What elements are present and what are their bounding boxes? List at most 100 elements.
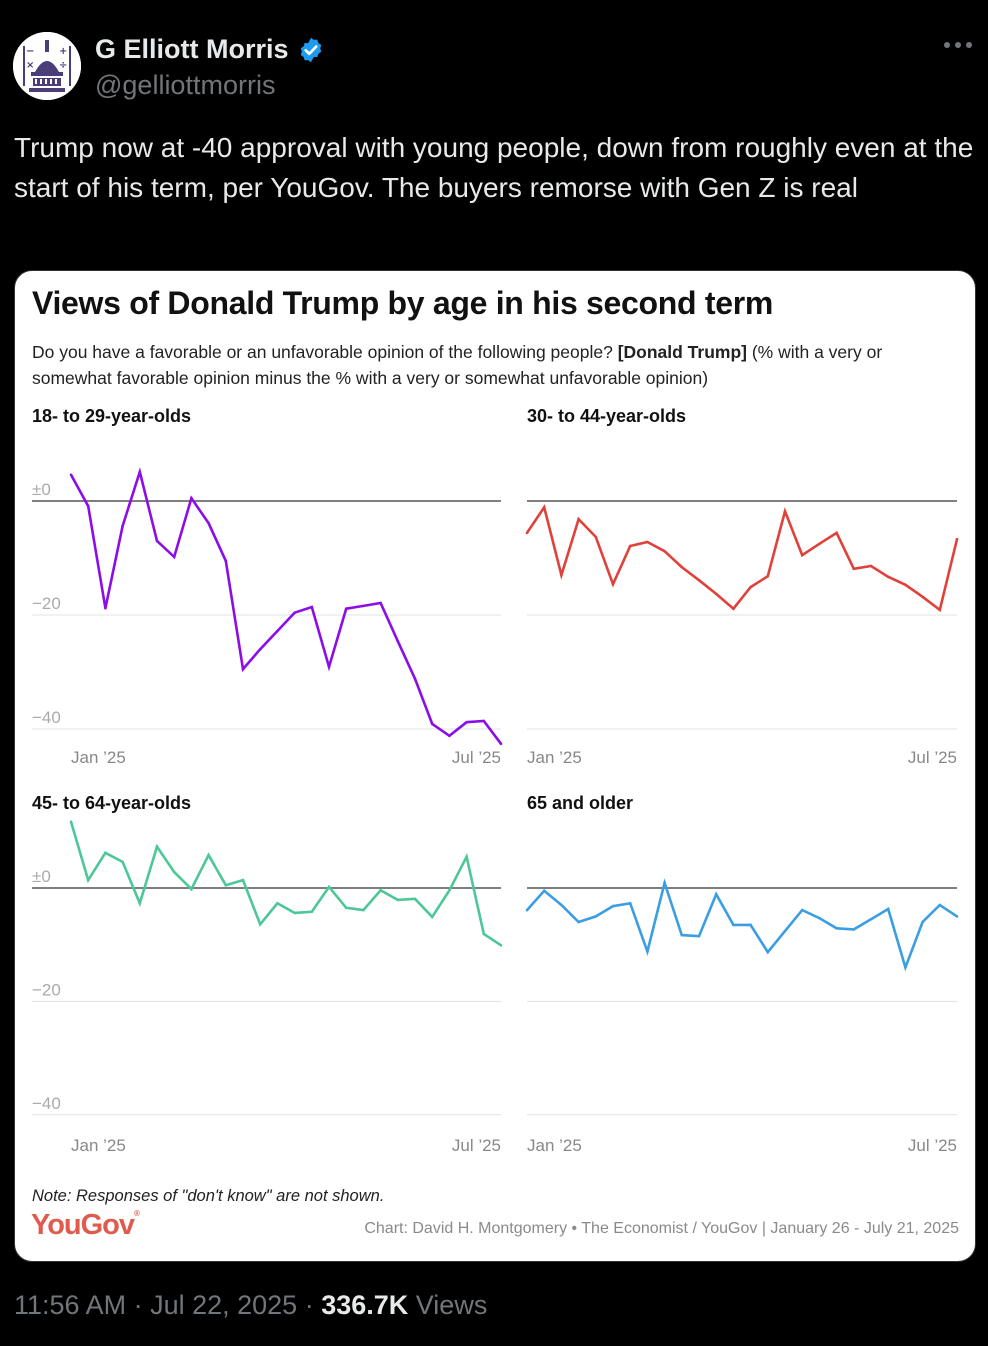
verified-badge-icon bbox=[300, 37, 321, 62]
data-point bbox=[697, 934, 701, 938]
data-point bbox=[327, 885, 331, 889]
subtitle-pre: Do you have a favorable or an unfavorabl… bbox=[32, 342, 618, 362]
data-point bbox=[542, 889, 546, 893]
x-tick-label: Jul ’25 bbox=[452, 748, 501, 767]
more-options-button[interactable] bbox=[944, 42, 972, 48]
y-tick-label: −20 bbox=[32, 594, 61, 613]
data-point bbox=[258, 647, 262, 651]
data-point bbox=[886, 575, 890, 579]
data-point bbox=[663, 549, 666, 553]
data-point bbox=[800, 553, 804, 557]
tweet-date[interactable]: Jul 22, 2025 bbox=[150, 1290, 298, 1320]
series-line bbox=[69, 821, 502, 947]
data-point bbox=[396, 898, 400, 902]
y-tick-label: −40 bbox=[32, 1094, 61, 1113]
data-point bbox=[413, 897, 417, 901]
data-point bbox=[560, 903, 563, 907]
data-point bbox=[800, 908, 804, 912]
data-point bbox=[172, 555, 176, 559]
data-point bbox=[525, 531, 529, 535]
author-handle[interactable]: @gelliottmorris bbox=[95, 70, 276, 100]
data-point bbox=[818, 916, 821, 920]
data-point bbox=[628, 544, 632, 548]
svg-text:−: − bbox=[26, 46, 34, 57]
meta-separator: · bbox=[297, 1290, 322, 1320]
data-point bbox=[594, 915, 598, 918]
data-point bbox=[310, 910, 314, 914]
data-point bbox=[396, 639, 400, 643]
panel-title-30-44: 30- to 44-year-olds bbox=[527, 406, 687, 426]
data-point bbox=[938, 903, 942, 907]
data-point bbox=[680, 565, 684, 569]
registered-mark: ® bbox=[134, 1209, 140, 1218]
more-dot-icon bbox=[955, 42, 961, 48]
tweet-time[interactable]: 11:56 AM bbox=[14, 1290, 127, 1320]
data-point bbox=[430, 915, 434, 919]
y-tick-label: −40 bbox=[32, 708, 61, 727]
data-point bbox=[276, 629, 279, 633]
data-point bbox=[362, 604, 365, 608]
data-point bbox=[628, 902, 632, 905]
data-point bbox=[344, 607, 348, 610]
avatar[interactable]: − × + ÷ bbox=[13, 32, 81, 100]
data-point bbox=[155, 539, 159, 543]
data-point bbox=[465, 720, 468, 724]
series-line bbox=[525, 504, 959, 613]
tweet-text: Trump now at -40 approval with young peo… bbox=[14, 132, 974, 203]
data-point bbox=[611, 582, 615, 586]
data-point bbox=[852, 928, 856, 931]
svg-text:÷: ÷ bbox=[59, 60, 67, 71]
data-point bbox=[104, 851, 107, 855]
data-point bbox=[835, 927, 838, 930]
data-point bbox=[852, 567, 856, 571]
chart-title: Views of Donald Trump by age in his seco… bbox=[32, 285, 774, 321]
x-tick-label: Jul ’25 bbox=[908, 748, 957, 767]
chart-image-card[interactable]: Views of Donald Trump by age in his seco… bbox=[14, 270, 976, 1262]
chart-subtitle: Do you have a favorable or an unfavorabl… bbox=[32, 339, 962, 391]
data-point bbox=[904, 966, 907, 969]
data-point bbox=[69, 820, 73, 823]
data-point bbox=[577, 920, 580, 924]
yougov-logo-text: YouGov bbox=[31, 1209, 135, 1241]
x-tick-label: Jan ’25 bbox=[527, 748, 582, 767]
small-multiples-chart: ±0 −20 −40 Jan ’25 Jul ’25 Jan ’25 Jul ’25 ±0 −2… bbox=[32, 467, 959, 1155]
data-point bbox=[224, 883, 228, 887]
author-name[interactable]: G Elliott Morris bbox=[95, 34, 325, 65]
data-point bbox=[379, 601, 382, 605]
data-point bbox=[121, 524, 124, 528]
y-tick-label: ±0 bbox=[32, 867, 51, 886]
series-line bbox=[526, 878, 958, 972]
data-point bbox=[835, 531, 838, 535]
data-point bbox=[86, 878, 90, 882]
data-point bbox=[646, 950, 649, 953]
data-point bbox=[310, 605, 314, 609]
x-tick-label: Jan ’25 bbox=[527, 1136, 582, 1155]
data-point bbox=[224, 559, 228, 563]
data-point bbox=[482, 719, 486, 723]
views-count: 336.7K bbox=[321, 1290, 409, 1320]
data-point bbox=[379, 889, 382, 892]
svg-text:+: + bbox=[59, 46, 67, 57]
data-point bbox=[138, 470, 142, 474]
data-point bbox=[766, 950, 770, 954]
data-point bbox=[594, 535, 598, 539]
data-point bbox=[499, 944, 503, 947]
data-point bbox=[955, 915, 959, 918]
data-point bbox=[465, 855, 468, 859]
more-dot-icon bbox=[944, 42, 950, 48]
more-dot-icon bbox=[966, 42, 972, 48]
data-point bbox=[783, 929, 787, 933]
x-tick-label: Jan ’25 bbox=[71, 1136, 126, 1155]
data-point bbox=[276, 902, 279, 905]
data-point bbox=[886, 907, 890, 911]
data-point bbox=[172, 870, 176, 874]
data-point bbox=[869, 564, 873, 568]
data-point bbox=[362, 908, 365, 912]
data-point bbox=[121, 860, 124, 864]
data-point bbox=[904, 583, 907, 587]
data-point bbox=[241, 667, 245, 671]
subtitle-post: (% with a very or somewhat favorable opi… bbox=[32, 342, 883, 388]
subtitle-bold: [Donald Trump] bbox=[617, 342, 747, 362]
data-point bbox=[293, 611, 296, 614]
series-line bbox=[69, 467, 503, 745]
